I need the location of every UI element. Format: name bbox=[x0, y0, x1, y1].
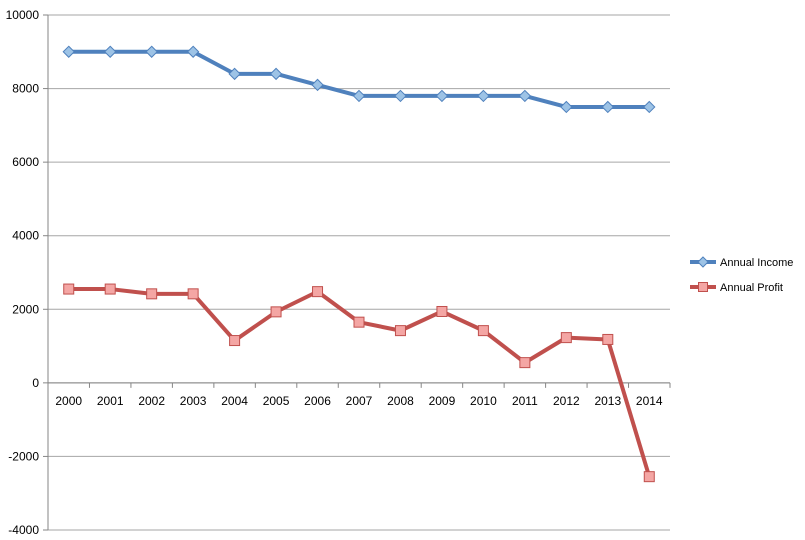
data-point-square bbox=[104, 283, 116, 295]
data-point-square bbox=[643, 471, 655, 483]
data-point-diamond bbox=[269, 67, 283, 81]
data-point-diamond bbox=[643, 100, 656, 114]
data-point-diamond bbox=[186, 45, 200, 58]
data-point-square bbox=[602, 333, 614, 345]
series-annual-profit bbox=[63, 283, 655, 483]
x-tick-label: 2001 bbox=[97, 394, 124, 408]
data-point-square bbox=[519, 357, 531, 369]
data-point-diamond bbox=[62, 45, 75, 58]
x-tick-label: 2008 bbox=[387, 394, 414, 408]
y-tick-label: -4000 bbox=[8, 523, 39, 537]
data-point-square bbox=[229, 335, 241, 347]
y-tick-label: 10000 bbox=[6, 8, 40, 22]
axes bbox=[47, 15, 670, 530]
legend-label: Annual Income bbox=[720, 257, 793, 269]
x-tick-label: 2000 bbox=[55, 394, 82, 408]
legend: Annual Income Annual Profit bbox=[690, 256, 793, 294]
legend-item: Annual Income bbox=[690, 256, 793, 269]
y-tick-label: 4000 bbox=[12, 229, 39, 243]
data-point-diamond bbox=[518, 89, 532, 103]
x-tick-label: 2004 bbox=[221, 394, 248, 408]
x-tick-label: 2014 bbox=[636, 394, 663, 408]
data-point-diamond bbox=[435, 89, 449, 103]
legend-diamond-marker bbox=[697, 256, 709, 268]
y-tick-label: 2000 bbox=[12, 302, 39, 316]
data-point-diamond bbox=[228, 67, 241, 81]
series-annual-income bbox=[62, 45, 656, 114]
data-point-diamond bbox=[311, 78, 324, 92]
data-point-diamond bbox=[103, 45, 117, 58]
y-axis-ticks: -4000 -2000 0 2000 4000 6000 8000 10000 bbox=[6, 8, 48, 537]
data-point-square bbox=[312, 286, 324, 298]
x-axis-ticks: 2000 2001 2002 2003 2004 2005 2006 2007 2008 2009… bbox=[47, 382, 671, 408]
data-point-diamond bbox=[394, 89, 407, 103]
data-point-square bbox=[63, 283, 75, 295]
legend-label: Annual Profit bbox=[720, 282, 783, 294]
x-tick-label: 2003 bbox=[180, 394, 207, 408]
series-group bbox=[62, 45, 656, 483]
x-tick-label: 2002 bbox=[138, 394, 165, 408]
x-tick-label: 2006 bbox=[304, 394, 331, 408]
y-tick-label: 8000 bbox=[12, 82, 39, 96]
x-tick-label: 2009 bbox=[429, 394, 456, 408]
data-point-square bbox=[477, 325, 489, 337]
data-point-diamond bbox=[601, 100, 615, 114]
legend-item: Annual Profit bbox=[690, 282, 783, 294]
x-tick-label: 2010 bbox=[470, 394, 497, 408]
x-tick-label: 2012 bbox=[553, 394, 580, 408]
legend-square-marker bbox=[698, 282, 708, 292]
data-point-diamond bbox=[560, 100, 573, 114]
data-point-square bbox=[560, 332, 572, 344]
x-tick-label: 2013 bbox=[594, 394, 621, 408]
data-point-diamond bbox=[477, 89, 490, 103]
x-tick-label: 2011 bbox=[512, 394, 538, 408]
data-point-diamond bbox=[145, 45, 158, 58]
x-tick-label: 2007 bbox=[346, 394, 373, 408]
data-point-square bbox=[146, 288, 158, 300]
data-point-square bbox=[187, 288, 199, 300]
y-tick-label: 6000 bbox=[12, 155, 39, 169]
data-point-square bbox=[270, 306, 282, 318]
data-point-diamond bbox=[352, 89, 366, 103]
y-tick-label: -2000 bbox=[8, 449, 39, 463]
y-tick-label: 0 bbox=[32, 376, 39, 390]
data-point-square bbox=[394, 325, 406, 337]
x-tick-label: 2005 bbox=[263, 394, 290, 408]
data-point-square bbox=[436, 305, 448, 317]
data-point-square bbox=[353, 316, 365, 328]
